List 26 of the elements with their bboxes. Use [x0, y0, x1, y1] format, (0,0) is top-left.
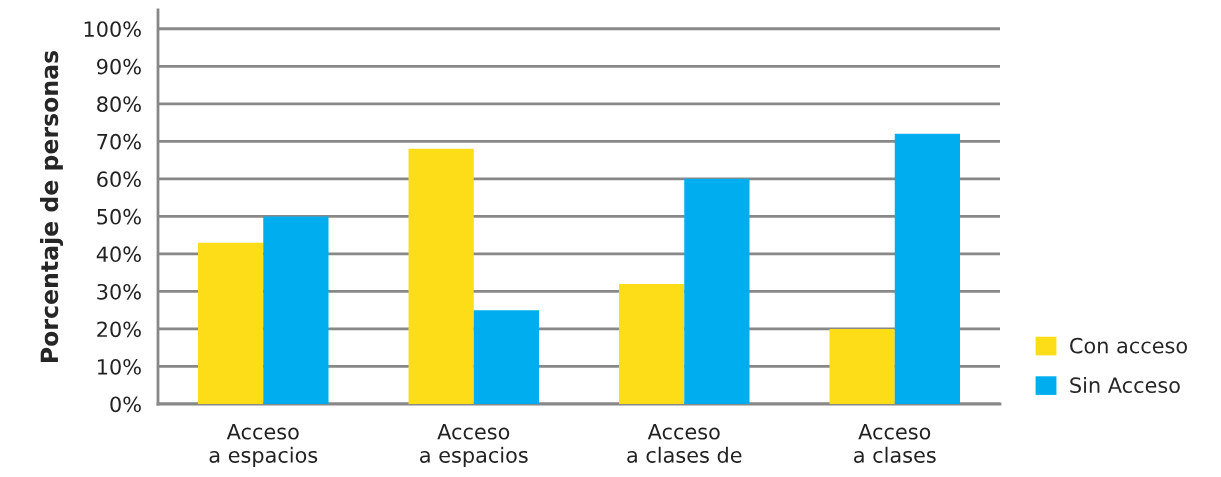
y-tick-label: 90% [97, 58, 141, 75]
legend-label: Con acceso [1070, 337, 1187, 354]
y-tick-label: 10% [98, 358, 141, 375]
y-tick-label: 60% [97, 171, 141, 188]
bar [198, 242, 264, 404]
y-tick-label: 50% [97, 208, 141, 225]
bar [894, 133, 961, 404]
bar [263, 216, 329, 404]
x-tick-label: Acceso a clases de [627, 424, 742, 463]
y-tick-label: 40% [96, 246, 141, 263]
bar [619, 283, 685, 404]
x-tick-label: Acceso a clases [854, 424, 936, 463]
bar [408, 148, 474, 404]
bar [473, 310, 540, 404]
y-tick-label: 100% [84, 21, 141, 37]
y-tick-label: 70% [97, 133, 141, 150]
y-tick-label: 20% [97, 321, 141, 338]
y-axis-title: Porcentaje de personas [39, 50, 64, 362]
y-tick-label: 0% [110, 396, 141, 413]
x-tick-label: Acceso a espacios [420, 424, 528, 467]
bar [684, 178, 750, 404]
bar [829, 328, 895, 404]
y-tick-label: 30% [97, 283, 141, 300]
legend-label: Sin Acceso [1070, 376, 1180, 394]
x-tick-label: Acceso a espacios [209, 424, 318, 467]
y-tick-label: 80% [97, 96, 141, 113]
